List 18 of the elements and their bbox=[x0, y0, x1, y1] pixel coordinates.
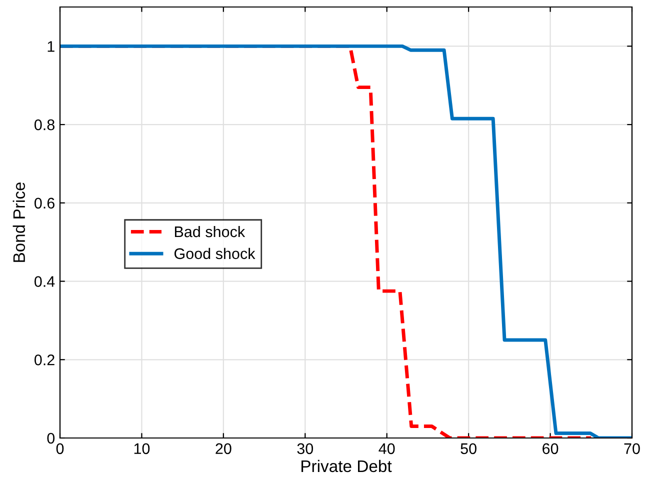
y-tick-label: 0.6 bbox=[34, 198, 54, 209]
x-axis-title: Private Debt bbox=[302, 460, 392, 472]
y-tick-label: 0.8 bbox=[34, 119, 54, 130]
x-tick-label: 40 bbox=[378, 443, 395, 454]
x-tick-label: 30 bbox=[297, 443, 314, 454]
x-tick-label: 60 bbox=[542, 443, 558, 454]
x-tick-label: 70 bbox=[624, 443, 640, 454]
y-tick-label: 0.2 bbox=[34, 354, 54, 366]
y-tick-label: 0 bbox=[47, 432, 55, 444]
x-tick-label: 20 bbox=[216, 443, 232, 454]
x-tick-label: 50 bbox=[460, 443, 476, 454]
y-axis-title: Bond Price bbox=[12, 182, 26, 262]
y-tick-label: 0.4 bbox=[34, 276, 55, 287]
y-tick-label: 1 bbox=[48, 41, 54, 52]
legend-label: Bad shock bbox=[174, 226, 246, 238]
x-tick-label: 10 bbox=[134, 443, 150, 454]
x-tick-label: 0 bbox=[56, 443, 64, 454]
legend-label: Good shock bbox=[174, 248, 256, 260]
